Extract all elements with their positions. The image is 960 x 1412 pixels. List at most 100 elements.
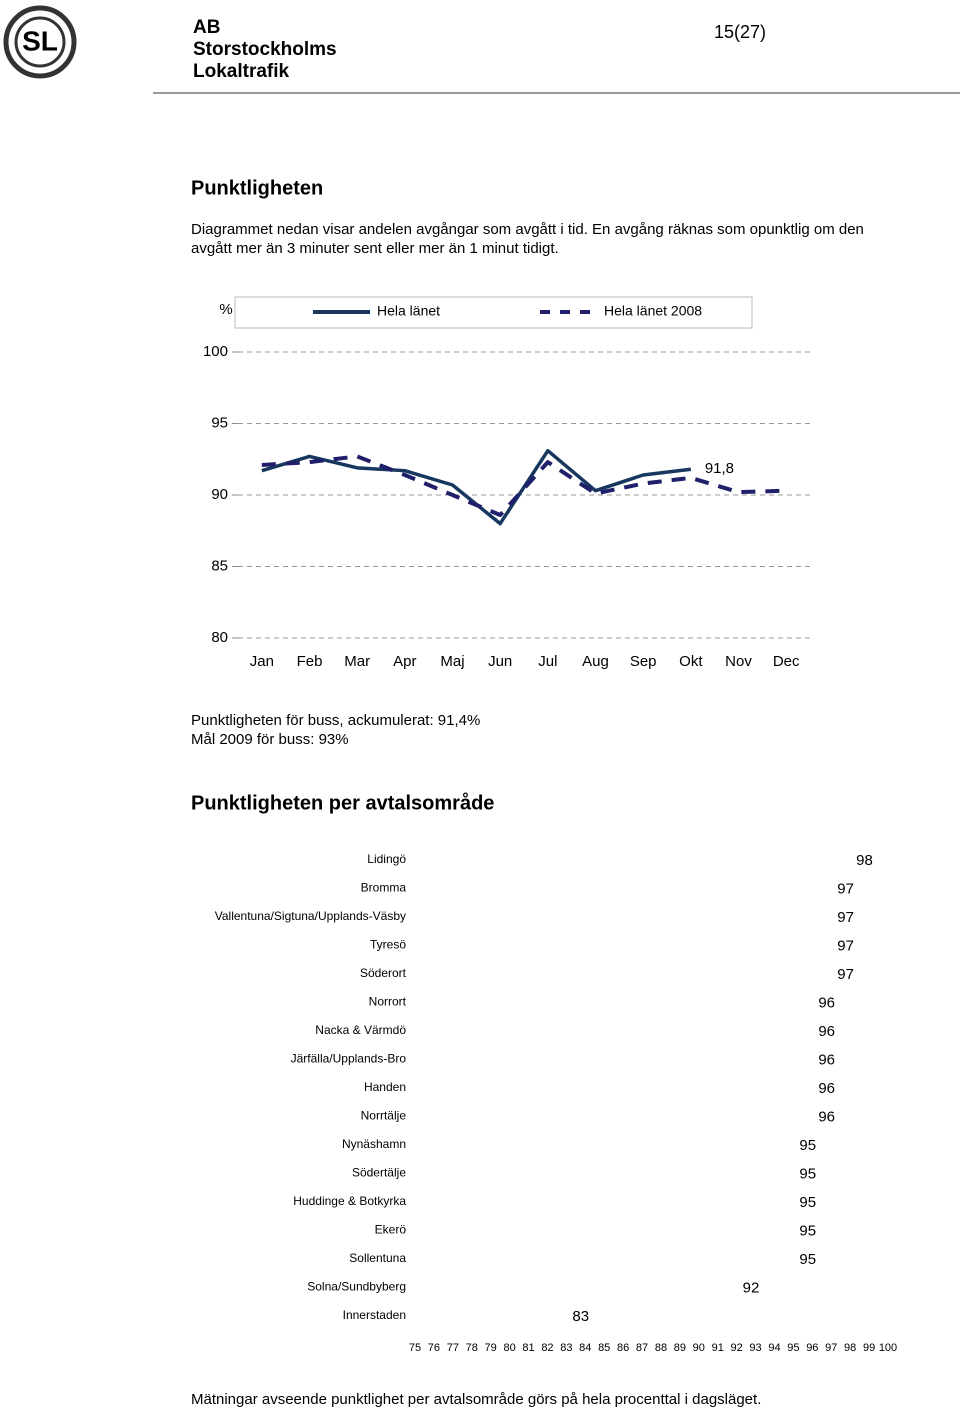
data-label: 91,8 — [705, 460, 734, 477]
section-title: Punktligheten per avtalsområde — [191, 791, 494, 814]
category-label: Nacka & Värmdö — [315, 1023, 406, 1037]
x-tick-label: 78 — [466, 1342, 478, 1354]
category-label: Handen — [364, 1080, 406, 1094]
x-tick-label: Sep — [630, 653, 657, 670]
company: Lokaltrafik — [193, 61, 290, 82]
bar — [415, 1164, 794, 1183]
x-tick-label: 79 — [485, 1342, 497, 1354]
category-label: Sollentuna — [349, 1251, 406, 1265]
x-tick-label: Dec — [773, 653, 800, 670]
data-label: 96 — [818, 1080, 835, 1097]
legend-label: Hela länet 2008 — [604, 303, 702, 319]
data-label: 95 — [799, 1165, 816, 1182]
company: Storstockholms — [193, 39, 337, 60]
title: Punktligheten — [191, 177, 323, 199]
category-label: Järfälla/Upplands-Bro — [291, 1052, 407, 1066]
x-tick-label: 84 — [579, 1342, 591, 1354]
x-tick-label: 94 — [768, 1342, 780, 1354]
y-axis-label: % — [219, 301, 232, 318]
x-tick-label: Okt — [679, 653, 703, 670]
bar — [415, 879, 832, 898]
bar — [415, 908, 832, 926]
bar — [415, 1136, 794, 1154]
data-label: 95 — [799, 1137, 816, 1154]
bar — [415, 1221, 794, 1240]
data-label: 98 — [856, 852, 873, 869]
data-label: 97 — [837, 937, 854, 954]
logo-ring — [14, 16, 66, 68]
x-tick-label: Maj — [440, 653, 464, 670]
category-label: Söderort — [360, 966, 407, 980]
summary-line: Punktligheten för buss, ackumulerat: 91,… — [191, 712, 480, 729]
x-tick-label: 98 — [844, 1342, 856, 1354]
x-tick-label: 88 — [655, 1342, 667, 1354]
footnote: Mätningar avseende punktlighet per avtal… — [191, 1391, 761, 1408]
legend-label: Hela länet — [377, 303, 440, 319]
data-label: 95 — [799, 1222, 816, 1239]
bar — [415, 1079, 813, 1097]
category-label: Norrtälje — [361, 1109, 407, 1123]
x-tick-label: Jul — [538, 653, 557, 670]
category-label: Huddinge & Botkyrka — [293, 1194, 406, 1208]
y-tick-label: 100 — [203, 343, 228, 360]
x-tick-label: 91 — [712, 1342, 724, 1354]
bar — [415, 1307, 567, 1325]
x-tick-label: 96 — [806, 1342, 818, 1354]
bar — [415, 993, 813, 1012]
intro-line: avgått mer än 3 minuter sent eller mer ä… — [191, 240, 559, 257]
y-tick-label: 85 — [211, 557, 228, 574]
logo-text: SL — [22, 25, 58, 56]
x-tick-label: 89 — [674, 1342, 686, 1354]
data-label: 95 — [799, 1194, 816, 1211]
category-label: Nynäshamn — [342, 1137, 406, 1151]
bar — [415, 1250, 794, 1268]
x-tick-label: 100 — [879, 1342, 897, 1354]
data-label: 96 — [818, 1051, 835, 1068]
x-tick-label: 87 — [636, 1342, 648, 1354]
data-label: 97 — [837, 966, 854, 983]
data-label: 95 — [799, 1251, 816, 1268]
x-tick-label: 97 — [825, 1342, 837, 1354]
bar — [415, 1107, 813, 1126]
x-tick-label: 95 — [787, 1342, 799, 1354]
x-tick-label: 90 — [693, 1342, 705, 1354]
x-tick-label: 86 — [617, 1342, 629, 1354]
page-number: 15(27) — [714, 22, 766, 42]
y-tick-label: 90 — [211, 486, 228, 503]
x-tick-label: 85 — [598, 1342, 610, 1354]
x-tick-label: 75 — [409, 1342, 421, 1354]
x-tick-label: 81 — [522, 1342, 534, 1354]
category-label: Ekerö — [375, 1223, 407, 1237]
y-tick-label: 95 — [211, 414, 228, 431]
category-label: Vallentuna/Sigtuna/Upplands-Väsby — [215, 909, 406, 923]
y-tick-label: 80 — [211, 629, 228, 646]
x-tick-label: 80 — [503, 1342, 515, 1354]
intro-line: Diagrammet nedan visar andelen avgångar … — [191, 221, 864, 238]
x-tick-label: Jan — [250, 653, 274, 670]
category-label: Lidingö — [367, 852, 406, 866]
logo-ring — [3, 5, 77, 79]
data-label: 96 — [818, 994, 835, 1011]
data-label: 83 — [572, 1308, 589, 1325]
bar — [415, 936, 832, 955]
bar — [415, 851, 851, 869]
x-tick-label: Nov — [725, 653, 752, 670]
x-tick-label: 99 — [863, 1342, 875, 1354]
logo: SL — [3, 5, 77, 79]
category-label: Bromma — [361, 881, 407, 895]
line-series — [261, 454, 787, 518]
summary-line: Mål 2009 för buss: 93% — [191, 731, 349, 748]
bar — [415, 1022, 813, 1040]
x-tick-label: 77 — [447, 1342, 459, 1354]
bar — [415, 1278, 737, 1297]
x-tick-label: Mar — [344, 653, 370, 670]
bar — [415, 965, 832, 983]
bar — [415, 1050, 813, 1069]
x-tick-label: 92 — [731, 1342, 743, 1354]
category-label: Norrort — [369, 995, 407, 1009]
category-label: Solna/Sundbyberg — [307, 1280, 406, 1294]
bar — [415, 1193, 794, 1211]
category-label: Innerstaden — [343, 1308, 406, 1322]
x-tick-label: 83 — [560, 1342, 572, 1354]
data-label: 97 — [837, 880, 854, 897]
